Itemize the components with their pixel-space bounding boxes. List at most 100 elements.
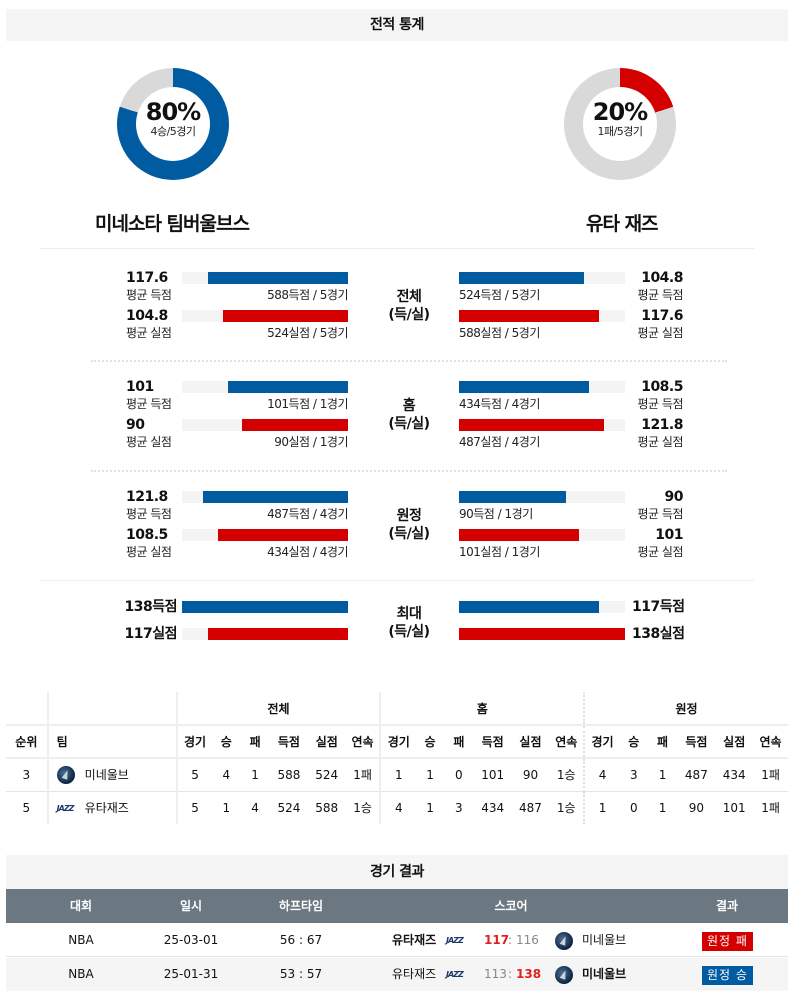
home-win-donut-chart: 80% 4승/5경기 [117, 68, 229, 180]
category-label-max: 최대 (득/실) [379, 605, 439, 641]
left-allowed-label: 평균 실점 [126, 435, 172, 449]
right-allowed-label: 평균 실점 [637, 435, 684, 449]
date: 25-01-31 [163, 967, 219, 981]
left-allowed-sub: 90실점 / 1경기 [274, 435, 348, 449]
col-streak: 연속 [753, 725, 788, 759]
jazz-logo-icon: JAZZ [446, 970, 464, 979]
cell: 1 [658, 800, 667, 815]
donut-center: 20% 1패/5경기 [583, 87, 657, 161]
right-allowed-label: 평균 실점 [637, 545, 684, 559]
timberwolves-logo-icon [555, 932, 573, 950]
right-allowed-bar [459, 529, 625, 541]
left-scored-label: 평균 득점 [126, 397, 172, 411]
left-max-allowed: 117실점 [124, 626, 178, 642]
left-allowed-avg: 108.5 [126, 527, 168, 543]
left-scored-sub: 487득점 / 4경기 [267, 507, 348, 521]
cell: 1 [222, 800, 231, 815]
result-row[interactable]: NBA 25-03-01 56 : 67 유타재즈 JAZZ 117 : 116… [6, 924, 788, 957]
header-score: 스코어 [494, 899, 528, 913]
left-allowed-bar [182, 529, 348, 541]
timberwolves-logo-icon [555, 966, 573, 984]
donut-center: 80% 4승/5경기 [136, 87, 210, 161]
right-scored-sub: 524득점 / 5경기 [459, 288, 540, 302]
col-streak: 연속 [549, 725, 585, 759]
home-team[interactable]: 유타재즈 [392, 967, 437, 981]
away-team[interactable]: 미네울브 [582, 967, 627, 981]
cell: 487 [519, 800, 542, 815]
header-date: 일시 [179, 899, 203, 913]
result-row[interactable]: NBA 25-01-31 53 : 57 유타재즈 JAZZ 113 : 138… [6, 958, 788, 991]
cell: 1패 [753, 758, 788, 792]
category-title: 최대 [396, 606, 422, 622]
right-scored-avg: 108.5 [641, 379, 683, 395]
right-allowed-avg: 121.8 [641, 417, 683, 433]
left-scored-sub: 101득점 / 1경기 [267, 397, 348, 411]
right-scored-avg: 104.8 [641, 270, 683, 286]
cell: 524 [277, 800, 301, 815]
col-scored: 득점 [473, 725, 512, 759]
standings-group-header: 전체 홈 원정 [6, 692, 788, 726]
right-max-scored-bar [459, 601, 625, 613]
cell: 1 [416, 758, 444, 792]
col-games: 경기 [175, 725, 213, 759]
home-team[interactable]: 유타재즈 [392, 933, 437, 947]
away-team[interactable]: 미네울브 [582, 933, 627, 947]
left-scored-avg: 117.6 [126, 270, 168, 286]
cell: 1 [426, 800, 434, 815]
cell: 90 [688, 800, 705, 815]
cell: 588 [270, 758, 308, 792]
right-max-allowed: 138실점 [632, 626, 685, 642]
left-allowed-label: 평균 실점 [126, 545, 172, 559]
cell: 1승 [353, 801, 372, 816]
cell: 5 [175, 791, 213, 824]
col-games: 경기 [583, 725, 620, 759]
divider [40, 580, 754, 581]
standings-table: 전체 홈 원정 순위 팀 경기 승 패 득점 실점 연속 경기 승 패 득점 실… [6, 692, 788, 824]
left-scored-avg: 101 [126, 379, 154, 395]
cell: 3 [455, 800, 463, 815]
jazz-logo-icon: JAZZ [56, 803, 75, 813]
cell: 524 [307, 758, 346, 792]
category-title: 원정 [396, 508, 422, 524]
cell: 4 [212, 758, 241, 792]
home-win-pct: 80% [145, 98, 201, 126]
away-record: 1패/5경기 [597, 125, 643, 138]
cell: 1 [240, 758, 270, 792]
halftime: 53 : 57 [279, 967, 323, 981]
header-halftime: 하프타임 [278, 899, 324, 913]
jazz-logo-icon: JAZZ [446, 936, 464, 945]
score-separator: : [508, 967, 513, 981]
right-allowed-sub: 588실점 / 5경기 [459, 326, 540, 340]
right-scored-avg: 90 [664, 489, 684, 505]
timberwolves-logo-icon [56, 766, 75, 784]
category-subtitle: (득/실) [388, 624, 430, 640]
col-rank: 순위 [6, 725, 48, 759]
left-scored-avg: 121.8 [126, 489, 168, 505]
home-score: 117 [484, 933, 510, 947]
rank: 3 [6, 758, 48, 792]
col-allowed: 실점 [307, 725, 346, 759]
left-scored-label: 평균 득점 [126, 288, 172, 302]
cell: 1 [647, 758, 678, 792]
right-allowed-bar [459, 310, 625, 322]
left-scored-bar [182, 272, 348, 284]
right-max-scored: 117득점 [632, 599, 685, 615]
cell: 1승 [549, 758, 585, 792]
home-team-name: 미네소타 팀버울브스 [95, 213, 250, 235]
col-wins: 승 [212, 725, 241, 759]
team-cell[interactable]: 미네울브 [46, 758, 177, 792]
cell: 487 [677, 758, 716, 792]
category-label-home: 홈 (득/실) [379, 397, 439, 433]
away-team-name: 유타 재즈 [586, 213, 659, 235]
team-cell[interactable]: JAZZ 유타재즈 [46, 791, 177, 824]
left-max-scored-bar [182, 601, 348, 613]
cell: 0 [629, 800, 638, 815]
cell: 4 [251, 800, 259, 815]
away-win-donut-chart: 20% 1패/5경기 [564, 68, 676, 180]
category-title: 전체 [396, 289, 422, 305]
left-allowed-bar [182, 419, 348, 431]
right-max-allowed-bar [459, 628, 625, 640]
results-header: 대회 일시 하프타임 스코어 결과 [6, 889, 788, 923]
group-header-home: 홈 [379, 692, 585, 726]
right-scored-label: 평균 득점 [637, 507, 684, 521]
